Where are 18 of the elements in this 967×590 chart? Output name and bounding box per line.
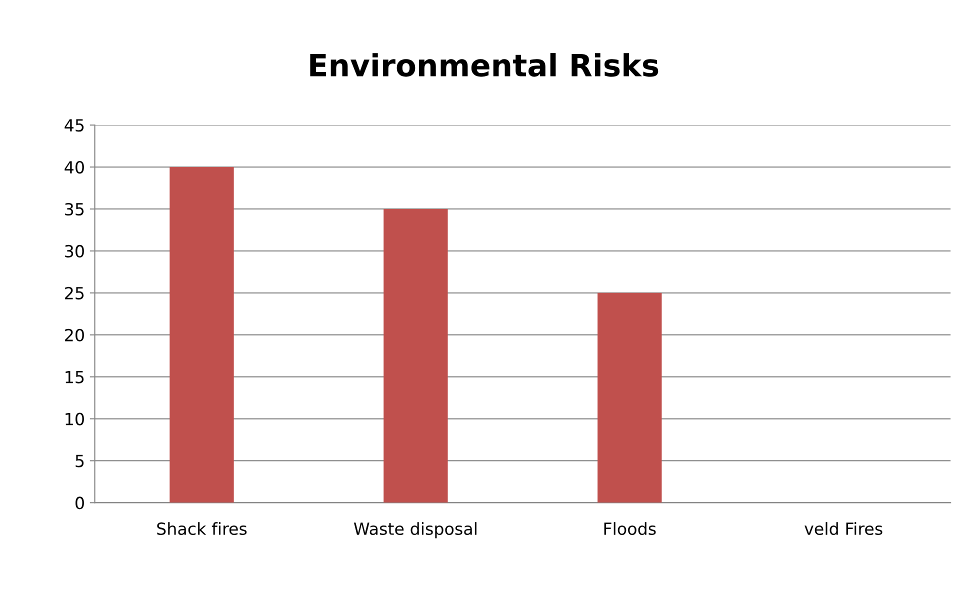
y-tick-label: 20 [65,328,84,342]
y-tick-label: 40 [64,161,84,174]
y-tick-label: 30 [65,244,84,258]
y-tick-label: 45 [64,119,84,132]
y-tick-label: 5 [76,454,84,468]
x-tick-label: Shack fires [157,522,247,536]
bar [170,167,234,503]
y-tick-label: 15 [66,370,84,384]
x-tick-label: Waste disposal [354,522,476,538]
y-tick-label: 35 [65,202,84,216]
bar [598,292,662,503]
bar [384,208,448,503]
y-tick-label: 25 [65,286,84,300]
chart-title: Environmental Risks [310,53,658,77]
y-tick-label: 10 [66,412,84,426]
y-tick-label: 0 [76,496,84,510]
x-tick-label: Floods [604,522,656,536]
x-tick-label: veld Fires [804,522,882,536]
